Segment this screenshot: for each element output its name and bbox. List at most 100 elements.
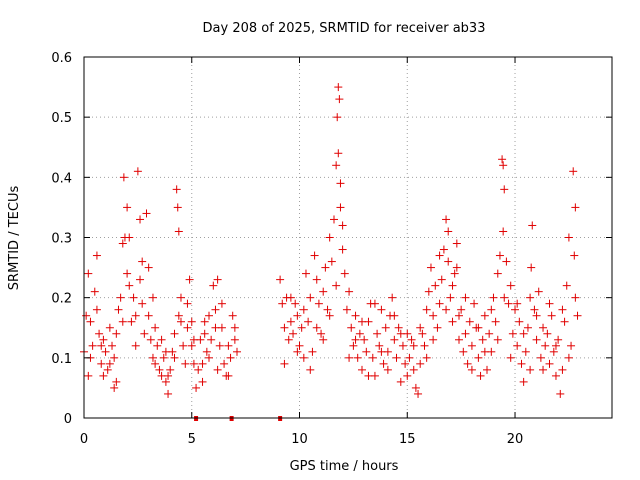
data-point xyxy=(181,359,190,368)
data-point xyxy=(388,293,397,302)
x-tick-labels: 0 5 10 15 20 xyxy=(80,432,523,447)
data-point xyxy=(442,305,451,314)
data-point xyxy=(470,299,479,308)
data-point xyxy=(508,329,517,338)
data-point xyxy=(358,317,367,326)
data-point xyxy=(416,359,425,368)
data-point xyxy=(554,335,563,344)
data-point xyxy=(506,281,515,290)
data-point xyxy=(321,263,330,272)
data-point xyxy=(551,341,560,350)
data-point xyxy=(123,269,132,278)
data-point xyxy=(226,353,235,362)
data-point xyxy=(172,185,181,194)
data-point xyxy=(433,323,442,332)
data-point xyxy=(189,359,198,368)
y-tick-label: 0.6 xyxy=(51,51,72,66)
data-point xyxy=(571,293,580,302)
data-point xyxy=(476,371,485,380)
data-point xyxy=(547,311,556,320)
data-point xyxy=(454,335,463,344)
data-point xyxy=(569,167,578,176)
data-point xyxy=(377,347,386,356)
data-point xyxy=(217,299,226,308)
y-tick-label: 0.2 xyxy=(51,292,72,307)
data-point xyxy=(112,377,121,386)
data-point xyxy=(444,227,453,236)
data-point xyxy=(349,341,358,350)
data-point xyxy=(174,227,183,236)
data-point xyxy=(483,365,492,374)
data-point xyxy=(127,317,136,326)
data-point xyxy=(450,269,459,278)
data-point xyxy=(123,203,132,212)
data-point xyxy=(306,365,315,374)
data-point xyxy=(551,371,560,380)
data-point xyxy=(151,359,160,368)
data-point xyxy=(401,359,410,368)
data-points xyxy=(80,83,582,398)
data-point xyxy=(351,311,360,320)
data-point xyxy=(526,293,535,302)
data-point xyxy=(118,239,127,248)
data-point xyxy=(161,377,170,386)
data-point xyxy=(148,353,157,362)
data-point xyxy=(571,203,580,212)
data-point xyxy=(498,155,507,164)
data-point xyxy=(312,275,321,284)
data-point xyxy=(511,305,520,314)
data-point xyxy=(97,359,106,368)
data-point xyxy=(411,383,420,392)
data-point xyxy=(426,263,435,272)
data-point xyxy=(144,311,153,320)
data-point xyxy=(314,299,323,308)
data-point xyxy=(558,365,567,374)
data-point xyxy=(187,341,196,350)
data-point xyxy=(560,317,569,326)
data-point xyxy=(396,377,405,386)
data-point xyxy=(422,305,431,314)
data-point xyxy=(301,269,310,278)
data-point xyxy=(439,245,448,254)
data-point xyxy=(358,365,367,374)
data-point xyxy=(334,83,343,92)
data-point xyxy=(377,305,386,314)
data-point xyxy=(90,287,99,296)
data-point xyxy=(82,311,91,320)
data-point xyxy=(534,287,543,296)
data-point xyxy=(493,269,502,278)
data-point xyxy=(207,335,216,344)
data-point xyxy=(183,299,192,308)
data-point xyxy=(502,257,511,266)
data-point xyxy=(435,251,444,260)
data-point xyxy=(317,329,326,338)
data-point xyxy=(295,341,304,350)
data-point xyxy=(446,293,455,302)
data-point xyxy=(211,305,220,314)
data-point xyxy=(173,203,182,212)
data-point xyxy=(500,185,509,194)
data-point xyxy=(463,359,472,368)
data-point xyxy=(394,323,403,332)
data-point xyxy=(233,347,242,356)
data-point xyxy=(499,161,508,170)
data-point xyxy=(549,347,558,356)
data-point xyxy=(119,173,128,182)
data-point xyxy=(310,251,319,260)
data-point xyxy=(112,329,121,338)
data-point xyxy=(513,299,522,308)
data-point xyxy=(224,371,233,380)
data-point xyxy=(176,293,185,302)
data-point xyxy=(213,365,222,374)
data-point xyxy=(360,335,369,344)
data-point xyxy=(437,275,446,284)
data-point xyxy=(570,251,579,260)
data-point xyxy=(118,317,127,326)
data-point xyxy=(140,329,149,338)
data-point xyxy=(153,341,162,350)
data-point xyxy=(383,365,392,374)
y-tick-labels: 0 0.1 0.2 0.3 0.4 0.5 0.6 xyxy=(51,51,72,427)
data-point xyxy=(159,353,168,362)
data-point xyxy=(429,311,438,320)
data-point xyxy=(312,323,321,332)
